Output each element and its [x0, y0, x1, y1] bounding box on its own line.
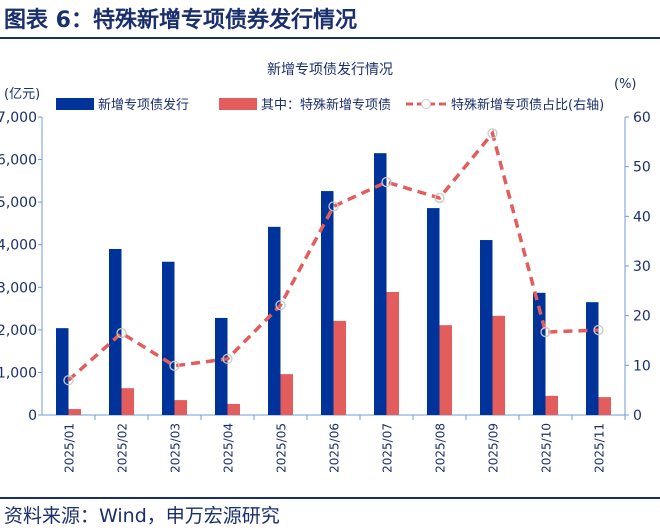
ratio-point [593, 324, 604, 336]
ratio-point [222, 353, 233, 365]
bar-special-new-bond [492, 315, 505, 415]
chart-title: 新增专项债发行情况 [267, 62, 393, 78]
bar-new-special-bond [480, 240, 493, 415]
y-tick-label: 5,000 [0, 195, 37, 211]
bar-new-special-bond [427, 208, 440, 415]
y-tick-label: 6,000 [0, 153, 37, 169]
x-tick-label: 2025/03 [169, 423, 183, 473]
y-axis-label: (亿元) [4, 87, 40, 102]
y2-axis-label: (%) [614, 77, 637, 92]
bottom-divider [0, 497, 660, 499]
legend-swatch-blue [56, 98, 94, 110]
y2-tick-label: 0 [633, 408, 642, 424]
legend-label: 其中：特殊新增专项债 [261, 97, 391, 113]
ratio-point [540, 326, 551, 338]
ratio-point [487, 128, 498, 139]
x-tick-label: 2025/02 [116, 423, 130, 473]
y-tick-label: 7,000 [0, 110, 37, 126]
y2-tick-label: 50 [633, 160, 651, 176]
y-tick-label: 1,000 [0, 365, 37, 381]
bar-new-special-bond [268, 226, 281, 415]
y2-tick-label: 10 [633, 358, 651, 374]
bar-new-special-bond [109, 248, 122, 415]
x-tick-label: 2025/07 [381, 423, 395, 473]
bar-new-special-bond [215, 317, 228, 415]
ratio-point [169, 360, 180, 371]
source-note: 资料来源：Wind，申万宏源研究 [4, 505, 280, 527]
x-tick-label: 2025/01 [63, 423, 77, 473]
bar-special-new-bond [68, 409, 81, 415]
ratio-line [67, 129, 599, 382]
x-tick-label: 2025/10 [540, 423, 554, 473]
legend-label: 新增专项债发行 [98, 97, 189, 113]
ratio-point [434, 192, 445, 204]
ratio-point [116, 327, 127, 339]
ratio-point [328, 201, 339, 212]
figure-title: 图表 6：特殊新增专项债券发行情况 [4, 8, 357, 33]
bar-new-special-bond [586, 302, 599, 415]
legend-swatch-red [219, 98, 257, 110]
y2-tick-label: 30 [633, 259, 651, 275]
x-tick-label: 2025/05 [275, 423, 289, 473]
bar-special-new-bond [333, 320, 346, 415]
y-tick-label: 4,000 [0, 238, 37, 254]
bar-special-new-bond [174, 400, 187, 415]
bar-special-new-bond [280, 374, 293, 415]
y2-tick-label: 40 [633, 209, 651, 225]
y-tick-label: 3,000 [0, 280, 37, 296]
bar-special-new-bond [545, 395, 558, 415]
x-tick-label: 2025/11 [593, 423, 607, 473]
ratio-point [275, 300, 286, 311]
x-tick-label: 2025/08 [434, 423, 448, 473]
legend-marker [421, 99, 431, 109]
y-tick-label: 0 [28, 408, 37, 424]
x-tick-label: 2025/09 [487, 423, 501, 473]
y2-tick-label: 20 [633, 309, 651, 325]
bar-new-special-bond [56, 328, 69, 415]
bar-special-new-bond [598, 397, 611, 415]
legend-label: 特殊新增专项债占比(右轴) [451, 97, 604, 113]
x-tick-label: 2025/06 [328, 423, 342, 473]
bar-special-new-bond [227, 403, 240, 415]
bar-special-new-bond [439, 325, 452, 415]
x-tick-label: 2025/04 [222, 423, 236, 473]
bar-new-special-bond [374, 153, 387, 415]
y-tick-label: 2,000 [0, 323, 37, 339]
ratio-point [381, 176, 392, 188]
ratio-point [63, 375, 74, 386]
bar-new-special-bond [321, 191, 334, 415]
bar-new-special-bond [162, 261, 175, 415]
bar-special-new-bond [121, 388, 134, 415]
y2-tick-label: 60 [633, 110, 651, 126]
top-divider [0, 37, 660, 39]
bar-special-new-bond [386, 291, 399, 415]
